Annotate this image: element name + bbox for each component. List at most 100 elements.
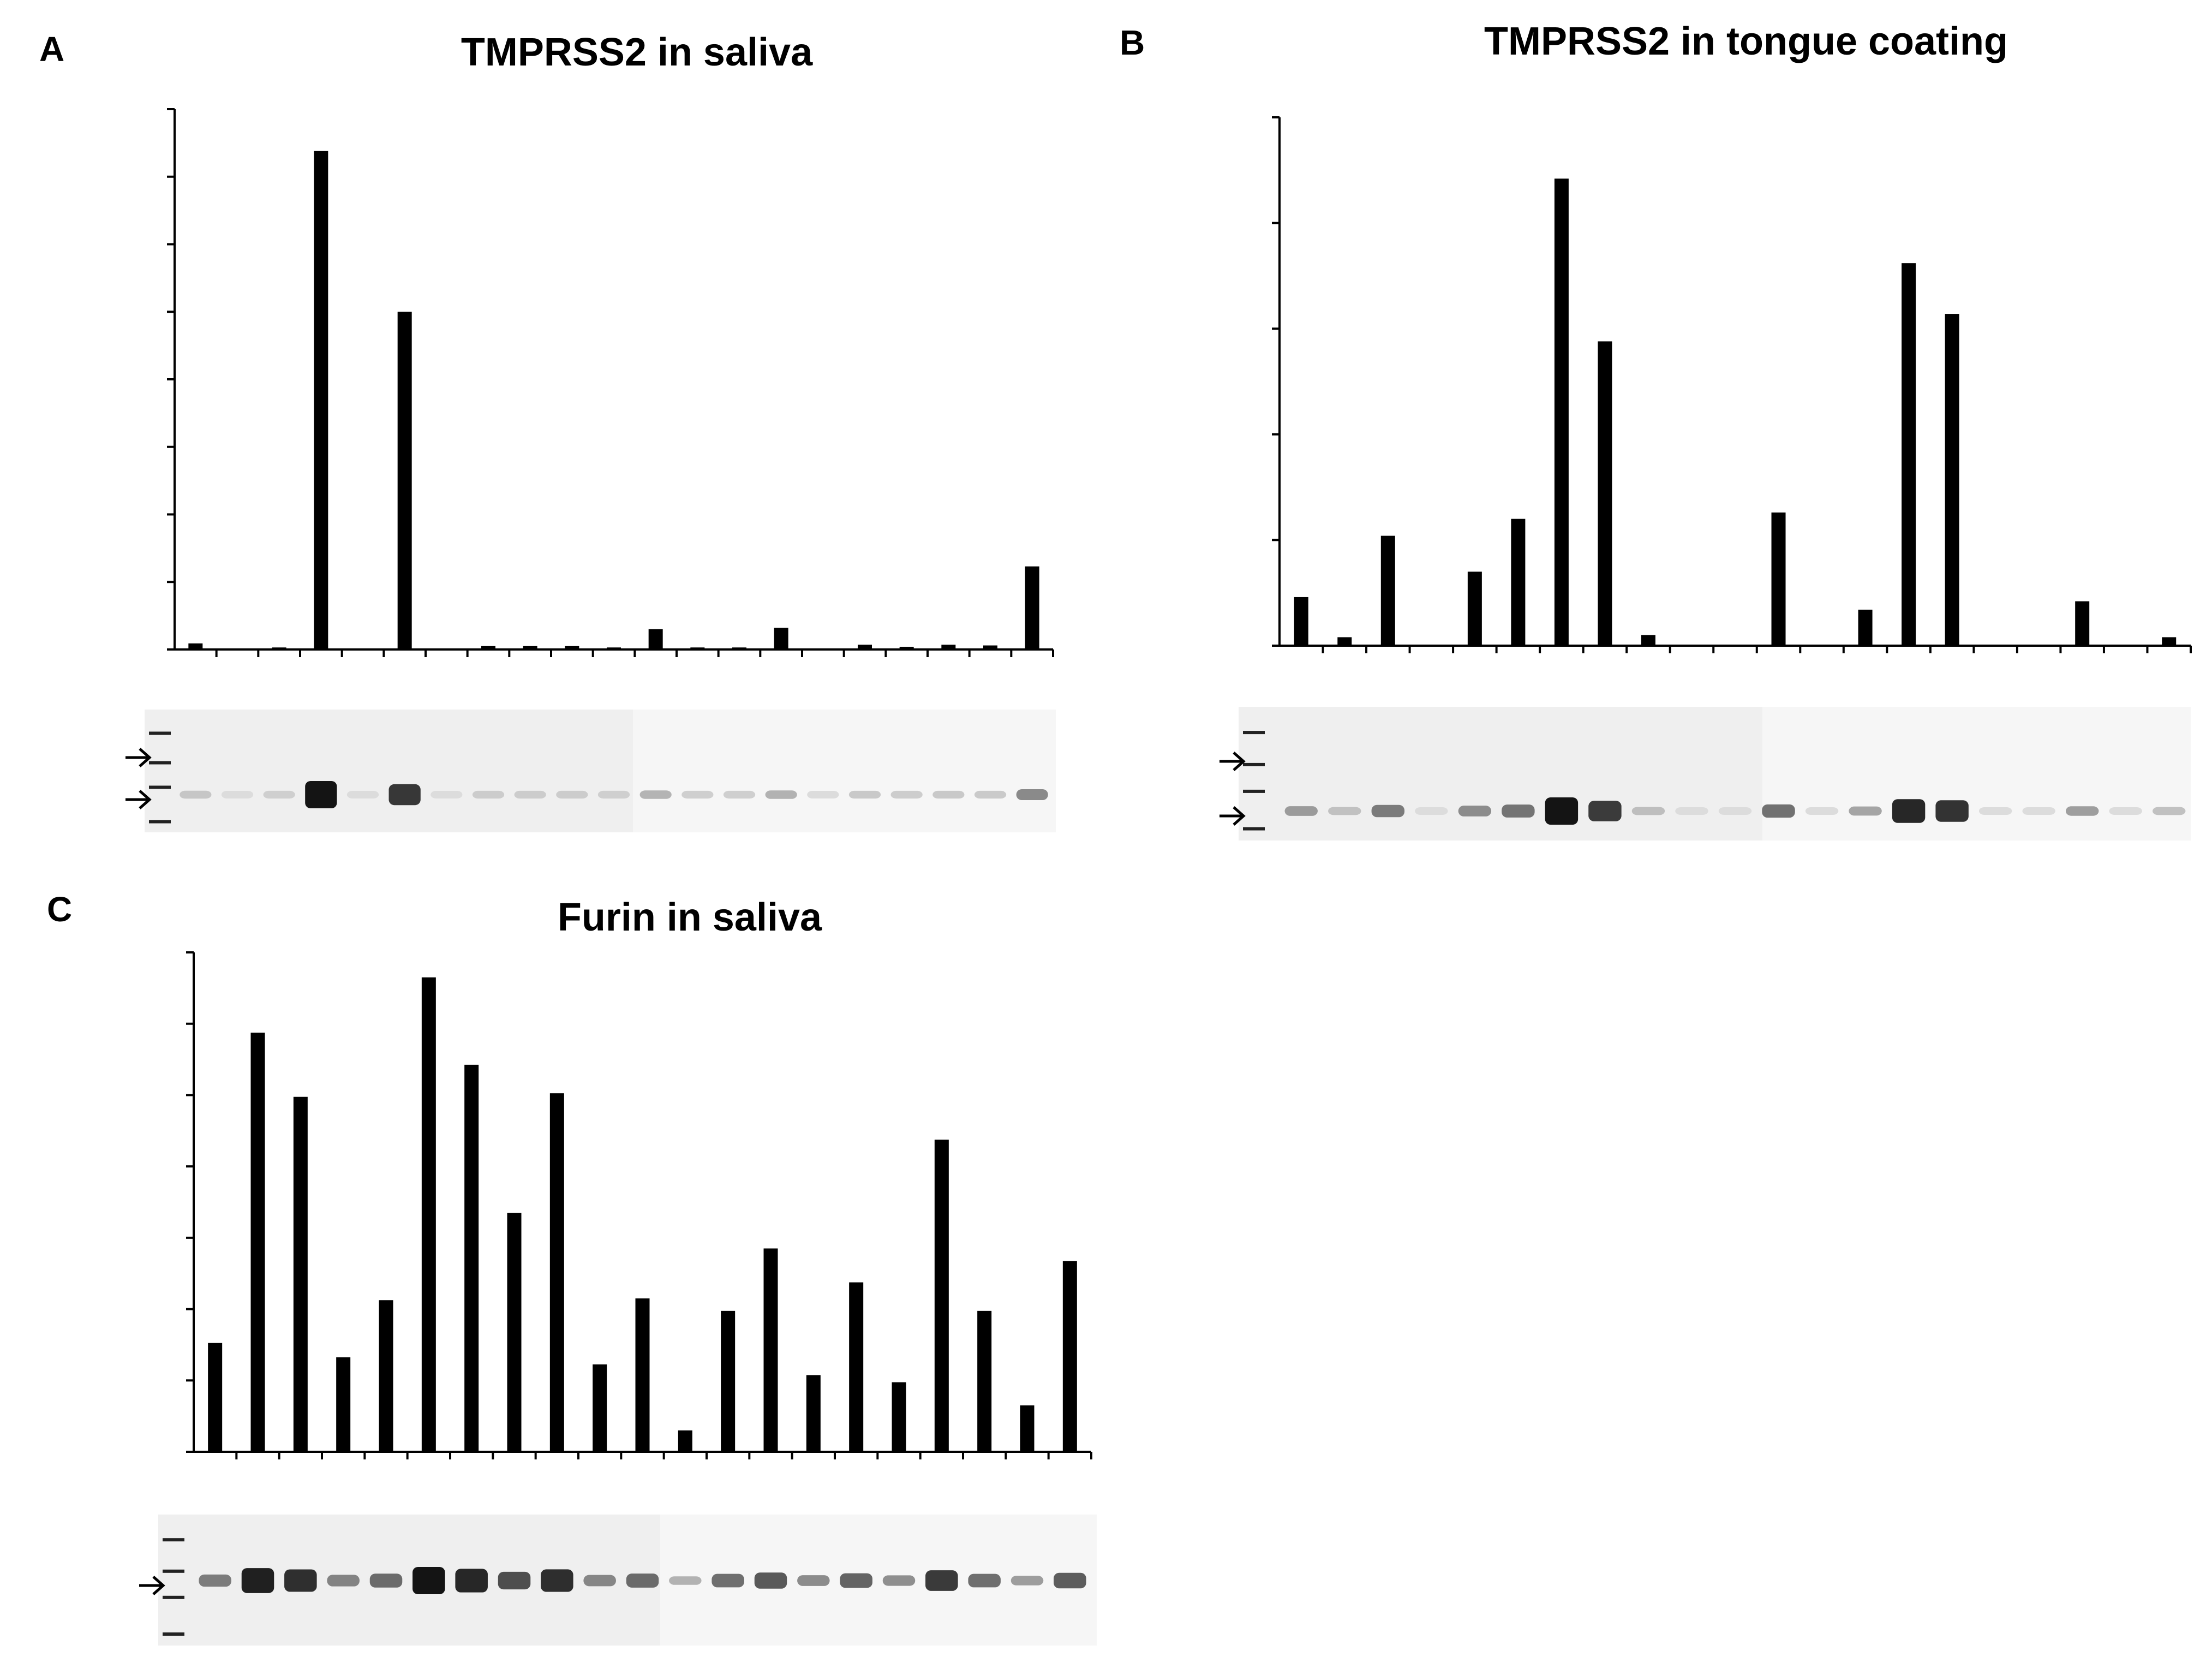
chart-a-blot-image-right bbox=[633, 710, 1056, 832]
chart-c-bar-6 bbox=[421, 977, 436, 1452]
chart-c-blot-band-9 bbox=[541, 1569, 573, 1592]
chart-c-bar-10 bbox=[593, 1364, 607, 1452]
chart-c-bar-16 bbox=[849, 1282, 864, 1452]
chart-c-blot-band-5 bbox=[369, 1573, 403, 1588]
chart-c-blot-band-11 bbox=[626, 1573, 659, 1588]
chart-a-bar-11 bbox=[607, 647, 621, 649]
chart-a-blot-band-7 bbox=[431, 791, 463, 798]
chart-c-bar-5 bbox=[379, 1300, 393, 1452]
chart-c-bar-12 bbox=[678, 1430, 692, 1452]
chart-c-bar-21 bbox=[1062, 1261, 1077, 1452]
chart-c-bar-2 bbox=[250, 1033, 265, 1452]
chart-c-blot-band-2 bbox=[241, 1568, 274, 1593]
chart-c-bar-4 bbox=[336, 1357, 351, 1452]
chart-b-blot-band-6 bbox=[1502, 804, 1535, 818]
chart-b-bar-12 bbox=[1771, 512, 1786, 646]
chart-a-bar-10 bbox=[565, 646, 579, 649]
chart-a-blot-band-9 bbox=[514, 790, 546, 799]
chart-a-bar-19 bbox=[941, 645, 956, 649]
chart-c-bar-11 bbox=[635, 1298, 650, 1452]
panel-a-title: TMPRSS2 in saliva bbox=[461, 31, 813, 74]
chart-a-blot-band-20 bbox=[974, 790, 1007, 799]
chart-c-blot-band-14 bbox=[754, 1572, 787, 1589]
chart-c-blot-band-16 bbox=[840, 1573, 872, 1588]
chart-b-blot-band-14 bbox=[1849, 806, 1882, 816]
chart-c-bar-9 bbox=[549, 1093, 564, 1452]
chart-b-bar-6 bbox=[1511, 518, 1526, 646]
chart-b-bar-15 bbox=[1902, 263, 1916, 646]
chart-a-bar-21 bbox=[1025, 566, 1039, 649]
chart-c-ladder-band bbox=[163, 1632, 184, 1636]
chart-c-bar-1 bbox=[208, 1343, 223, 1452]
chart-c-blot-band-1 bbox=[199, 1574, 231, 1587]
chart-a-bar-18 bbox=[899, 647, 914, 649]
chart-c-bar-8 bbox=[507, 1213, 522, 1452]
chart-b bbox=[1219, 116, 2192, 841]
chart-b-blot-band-21 bbox=[2153, 807, 2186, 815]
chart-a-kda-arrow bbox=[125, 790, 152, 809]
chart-c-blot-band-15 bbox=[797, 1575, 830, 1586]
chart-a-bar-8 bbox=[481, 646, 495, 649]
chart-b-ladder-band bbox=[1243, 762, 1265, 766]
chart-a-bar-12 bbox=[648, 629, 663, 649]
chart-a-blot-band-5 bbox=[346, 791, 379, 798]
chart-a-blot-band-18 bbox=[890, 790, 923, 799]
chart-c-bar-20 bbox=[1020, 1405, 1035, 1452]
chart-c-blot-band-20 bbox=[1011, 1576, 1044, 1585]
chart-c-bar-7 bbox=[464, 1064, 479, 1452]
chart-b-bar-5 bbox=[1467, 571, 1482, 646]
chart-b-blot-band-1 bbox=[1284, 806, 1318, 816]
chart-a-blot-band-21 bbox=[1016, 789, 1048, 800]
chart-b-blot-band-16 bbox=[1935, 800, 1969, 822]
chart-b-bar-9 bbox=[1641, 635, 1655, 646]
panel-c-title: Furin in saliva bbox=[558, 896, 822, 939]
chart-b-blot-band-18 bbox=[2022, 807, 2055, 815]
chart-c-ladder-band bbox=[163, 1538, 184, 1542]
chart-c-blot-band-4 bbox=[327, 1575, 360, 1587]
chart-a-ladder-band bbox=[149, 820, 171, 824]
chart-a-blot-band-11 bbox=[597, 790, 630, 799]
chart-a-blot-band-4 bbox=[305, 781, 337, 808]
panel-a-label: A bbox=[39, 29, 64, 69]
chart-a-bar-1 bbox=[188, 643, 203, 649]
chart-c-blot-band-3 bbox=[284, 1569, 317, 1592]
panel-b-title: TMPRSS2 in tongue coating bbox=[1484, 20, 2008, 63]
chart-c-bar-18 bbox=[934, 1140, 949, 1452]
chart-c-blot-band-13 bbox=[712, 1573, 744, 1588]
chart-c-bar-19 bbox=[977, 1310, 992, 1452]
chart-b-blot-band-12 bbox=[1762, 804, 1795, 818]
chart-b-blot-band-8 bbox=[1588, 801, 1622, 821]
chart-c-bar-3 bbox=[293, 1096, 308, 1452]
chart-a-blot-band-16 bbox=[807, 791, 839, 798]
chart-a-bar-17 bbox=[858, 645, 872, 649]
chart-b-blot-image-right bbox=[1762, 707, 2191, 841]
chart-c-bar-17 bbox=[892, 1382, 906, 1452]
chart-a-ladder-band bbox=[149, 761, 171, 765]
chart-b-bar-8 bbox=[1598, 341, 1612, 646]
chart-b-bar-21 bbox=[2162, 637, 2177, 646]
chart-b-blot-band-20 bbox=[2109, 807, 2142, 815]
chart-a-bar-20 bbox=[983, 645, 997, 649]
chart-c-bar-15 bbox=[806, 1375, 821, 1452]
chart-b-blot-band-11 bbox=[1718, 807, 1752, 815]
chart-b-kda-arrow bbox=[1219, 752, 1246, 771]
chart-c-blot-band-12 bbox=[669, 1576, 702, 1585]
chart-b-bar-14 bbox=[1858, 610, 1873, 646]
chart-b-blot-band-17 bbox=[1978, 807, 2012, 815]
chart-b-blot-band-7 bbox=[1545, 797, 1579, 825]
chart-c bbox=[139, 951, 1097, 1646]
chart-b-blot-band-15 bbox=[1892, 799, 1926, 823]
chart-c-blot-band-17 bbox=[882, 1575, 916, 1586]
panel-b-label: B bbox=[1120, 23, 1145, 62]
chart-b-blot-band-19 bbox=[2065, 806, 2099, 816]
chart-a-blot-band-2 bbox=[221, 791, 254, 798]
chart-c-bar-14 bbox=[763, 1248, 778, 1452]
chart-b-blot-band-2 bbox=[1328, 807, 1361, 815]
chart-a-blot-band-13 bbox=[681, 790, 714, 799]
chart-b-bar-2 bbox=[1337, 637, 1352, 646]
chart-c-ladder-band bbox=[163, 1569, 184, 1573]
chart-c-blot-band-6 bbox=[412, 1567, 445, 1594]
chart-a-bar-3 bbox=[272, 647, 286, 649]
chart-a-blot-band-1 bbox=[180, 790, 212, 799]
